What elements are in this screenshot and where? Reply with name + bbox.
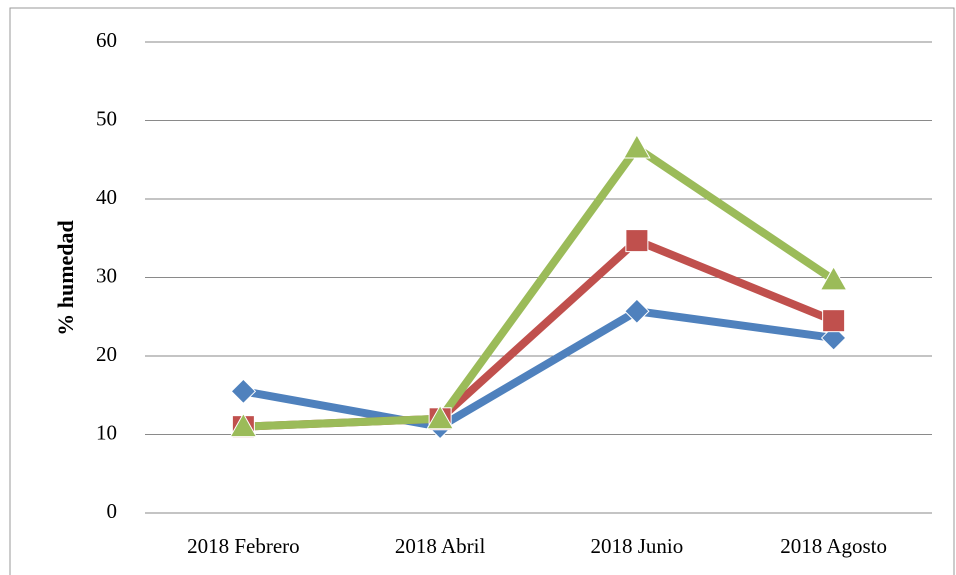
marker [822, 309, 846, 333]
x-tick-label: 2018 Abril [395, 534, 486, 558]
y-tick-label: 40 [96, 185, 117, 209]
marker [625, 229, 649, 253]
series-line [243, 143, 836, 431]
marker [623, 133, 651, 159]
marker [229, 412, 258, 438]
series-line [243, 236, 836, 431]
y-tick-label: 50 [96, 106, 117, 130]
y-tick-label: 0 [107, 499, 118, 523]
y-axis-label: % humedad [53, 220, 78, 336]
series-line [242, 307, 835, 431]
marker [426, 404, 454, 430]
x-tick-label: 2018 Agosto [780, 534, 887, 558]
y-tick-label: 30 [96, 263, 117, 287]
marker [624, 298, 650, 324]
y-tick-label: 20 [96, 342, 117, 366]
y-tick-label: 60 [96, 28, 117, 52]
x-tick-label: 2018 Febrero [187, 534, 300, 558]
marker [230, 378, 257, 405]
chart-frame [9, 7, 955, 575]
x-tick-label: 2018 Junio [590, 534, 683, 558]
y-tick-label: 10 [96, 420, 117, 444]
marker [819, 265, 848, 291]
